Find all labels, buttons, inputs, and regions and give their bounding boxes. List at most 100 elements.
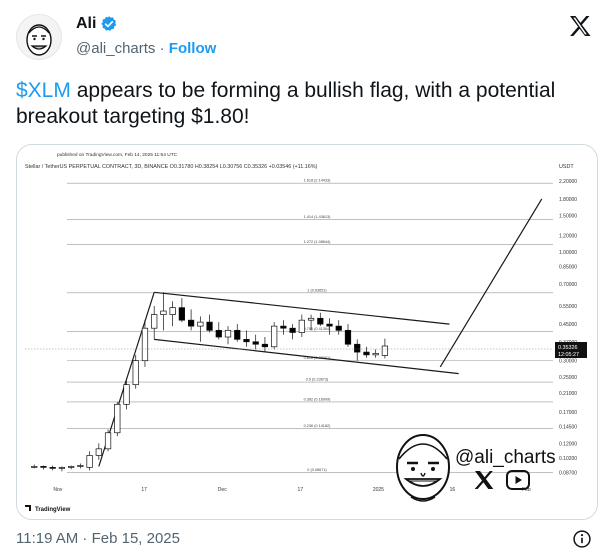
candle-body	[234, 329, 241, 340]
fib-label: 0.236 (0.14182)	[304, 424, 332, 428]
youtube-icon	[506, 470, 530, 490]
candle-body	[271, 325, 278, 348]
fib-label: 0.5 (0.23673)	[306, 378, 329, 382]
cartoon-face-icon	[17, 15, 61, 59]
chart-image[interactable]: published on TradingView.com, Feb 14, 20…	[16, 144, 598, 520]
candle-body	[317, 317, 324, 325]
x-tick-label: 17	[298, 487, 304, 493]
y-tick-label: 1.50000	[559, 213, 577, 219]
candle-body	[187, 319, 195, 327]
candle-body	[151, 314, 158, 329]
price-countdown: 12:05:27	[558, 352, 579, 358]
y-tick-label: 0.30000	[559, 359, 577, 365]
handle-row: @ali_charts · Follow	[76, 40, 216, 57]
candle-body	[363, 351, 370, 356]
candle-body	[243, 339, 250, 343]
chart-symbol-line: Stellar / TetherUS PERPETUAL CONTRACT, 3…	[25, 164, 318, 170]
x-tick-label: 16	[450, 487, 456, 493]
fib-label: 1.272 (1.08644)	[304, 240, 332, 244]
fib-label: 1.414 (1.43613)	[304, 215, 332, 219]
tweet-text: $XLM appears to be forming a bullish fla…	[16, 78, 586, 130]
fib-label: 0.786 (0.41364)	[304, 327, 332, 331]
y-tick-label: 1.80000	[559, 197, 577, 203]
current-price-tag	[555, 342, 587, 358]
candle-body	[132, 360, 139, 386]
tradingview-logo: TradingView	[25, 505, 71, 513]
tradingview-label: TradingView	[35, 507, 71, 513]
avatar[interactable]	[16, 14, 62, 60]
candle-body	[95, 448, 102, 456]
x-tick-label: Dec	[218, 487, 227, 493]
candle-body	[58, 467, 66, 469]
fib-label: 1.618 (2.14433)	[304, 179, 332, 183]
candle-body	[123, 384, 130, 405]
cashtag-link[interactable]: $XLM	[16, 79, 71, 102]
candle-body	[197, 321, 204, 327]
x-tick-label: 2025	[373, 487, 384, 493]
current-price-label: 0.35326	[558, 345, 578, 351]
y-tick-label: 0.10200	[559, 456, 577, 462]
y-tick-label: 0.70000	[559, 282, 577, 288]
fib-label: 0 (0.08671)	[307, 468, 327, 472]
x-icon	[474, 471, 494, 489]
y-tick-label: 0.12000	[559, 441, 577, 447]
candle-body	[141, 327, 149, 362]
candle-body	[68, 466, 75, 468]
candle-body	[252, 341, 259, 345]
x-logo-icon[interactable]	[568, 14, 592, 38]
candle-body	[104, 432, 112, 450]
candle-body	[289, 327, 296, 333]
y-tick-label: 1.20000	[559, 234, 577, 240]
candle-body	[381, 345, 389, 356]
y-tick-label: 0.25000	[559, 375, 577, 381]
candle-body	[77, 465, 84, 467]
candle-body	[178, 307, 185, 321]
y-tick-label: 0.45000	[559, 322, 577, 328]
x-tick-label: 17	[141, 487, 147, 493]
candle-body	[160, 310, 167, 315]
candle-body	[31, 466, 38, 468]
candle-body	[40, 466, 47, 468]
candle-body	[169, 307, 176, 315]
candle-body	[261, 343, 269, 348]
tweet-body: appears to be forming a bullish flag, wi…	[16, 79, 556, 128]
y-tick-label: 1.00000	[559, 250, 577, 256]
candle-body	[307, 317, 315, 321]
candle-body	[86, 455, 93, 468]
watermark-handle: @ali_charts	[455, 447, 556, 468]
flag-trendline	[154, 291, 450, 325]
tweet-timestamp[interactable]: 11:19 AM · Feb 15, 2025	[16, 530, 180, 547]
y-tick-label: 0.85000	[559, 265, 577, 271]
x-tick-label: Feb	[522, 487, 531, 493]
follow-button[interactable]: Follow	[168, 40, 217, 57]
y-tick-label: 0.14500	[559, 424, 577, 430]
watermark: @ali_charts	[396, 434, 556, 502]
cartoon-face-icon	[396, 434, 450, 502]
y-tick-label: 0.17000	[559, 410, 577, 416]
candle-body	[206, 321, 213, 331]
candle-body	[114, 403, 121, 434]
x-tick-label: Nov	[53, 487, 62, 493]
candle-body	[335, 325, 342, 331]
author-name[interactable]: Ali	[76, 15, 97, 32]
author-handle[interactable]: @ali_charts	[76, 40, 156, 57]
fib-label: 0.382 (0.18999)	[304, 397, 332, 401]
candle-body	[298, 319, 305, 333]
candle-body	[49, 467, 56, 469]
candle-body	[280, 325, 287, 329]
fib-label: 1 (0.63651)	[307, 288, 327, 292]
flag-trendline	[439, 198, 543, 368]
candle-body	[326, 323, 333, 327]
candle-body	[344, 329, 352, 345]
y-tick-label: 0.55000	[559, 304, 577, 310]
chart-currency: USDT	[559, 164, 574, 170]
y-tick-label: 2.20000	[559, 179, 577, 185]
y-tick-label: 0.08700	[559, 470, 577, 476]
info-icon[interactable]	[572, 529, 592, 549]
verified-badge-icon	[101, 16, 117, 31]
candle-body	[215, 329, 222, 338]
separator-dot: ·	[159, 40, 165, 57]
chart-svg: published on TradingView.com, Feb 14, 20…	[17, 145, 597, 519]
candle-body	[224, 329, 232, 338]
chart-published-text: published on TradingView.com, Feb 14, 20…	[57, 152, 178, 158]
